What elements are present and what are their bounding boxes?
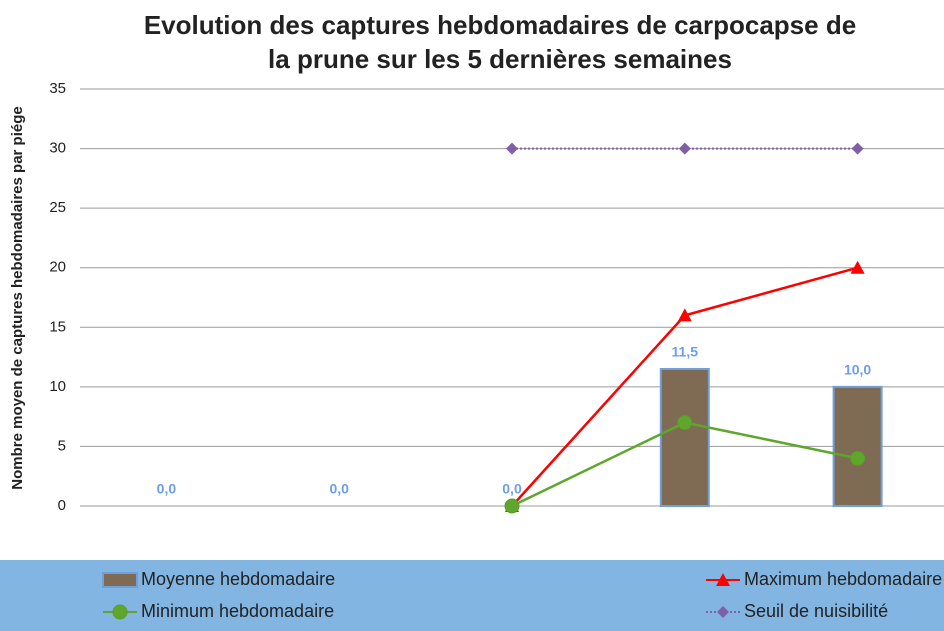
legend-label: Moyenne hebdomadaire <box>141 569 335 589</box>
y-tick-label: 30 <box>49 140 66 157</box>
data-label: 11,5 <box>672 344 699 360</box>
legend-swatch <box>716 573 730 586</box>
marker <box>506 142 518 155</box>
data-label: 0,0 <box>502 481 522 497</box>
bar <box>832 385 883 508</box>
y-tick-label: 15 <box>49 318 66 335</box>
y-tick-label: 25 <box>49 199 66 216</box>
y-axis-label: Nombre moyen de captures hebdomadaires p… <box>9 106 26 489</box>
chart-title: Evolution des captures hebdomadaires de … <box>143 10 857 74</box>
marker <box>678 142 691 155</box>
marker <box>504 498 520 514</box>
marker <box>850 450 866 466</box>
y-tick-label: 0 <box>58 497 66 514</box>
marker <box>850 260 865 274</box>
legend-label: Minimum hebdomadaire <box>141 601 334 621</box>
marker <box>677 308 692 322</box>
legend-label: Maximum hebdomadaire <box>744 569 942 589</box>
marker <box>851 142 864 155</box>
legend-swatch <box>112 604 128 620</box>
y-tick-label: 35 <box>49 80 66 97</box>
legend-swatch <box>102 572 138 588</box>
legend-label: Seuil de nuisibilité <box>744 601 888 621</box>
data-label: 10,0 <box>844 362 871 378</box>
data-label: 0,0 <box>329 481 349 497</box>
marker <box>677 415 693 431</box>
legend-swatch <box>717 606 729 618</box>
bar <box>659 367 710 507</box>
y-tick-label: 10 <box>49 378 66 395</box>
y-tick-label: 5 <box>58 437 66 454</box>
legend-box <box>0 560 944 631</box>
data-label: 0,0 <box>157 481 177 497</box>
y-tick-label: 20 <box>49 259 66 276</box>
